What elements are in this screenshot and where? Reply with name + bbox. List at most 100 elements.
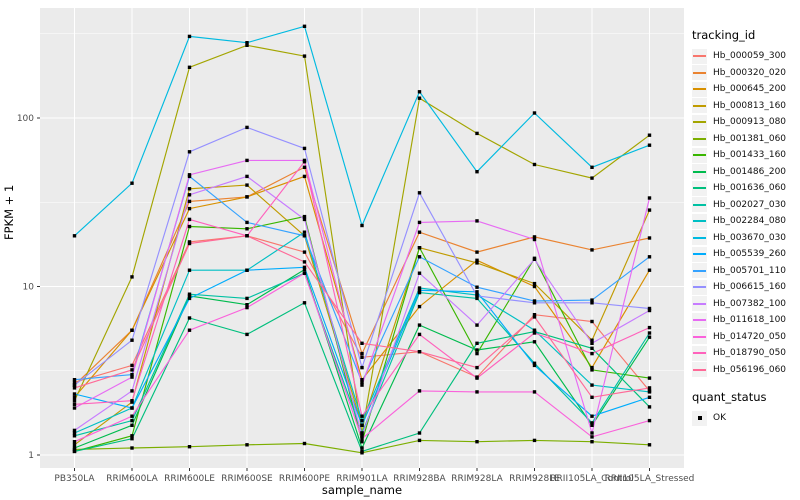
legend-key bbox=[692, 131, 707, 147]
legend-item: Hb_002027_030 bbox=[692, 197, 800, 214]
x-tick-label: PB350LA bbox=[54, 474, 95, 484]
legend-key bbox=[692, 48, 707, 64]
legend-item: Hb_000320_020 bbox=[692, 65, 800, 82]
data-point bbox=[187, 34, 192, 39]
data-point bbox=[647, 390, 652, 394]
legend-label: Hb_000320_020 bbox=[713, 67, 787, 78]
data-point bbox=[302, 267, 307, 272]
data-point bbox=[245, 296, 249, 301]
data-point bbox=[590, 435, 594, 439]
legend-line-swatch-icon bbox=[693, 302, 706, 305]
data-point bbox=[302, 160, 307, 164]
data-point bbox=[647, 208, 652, 212]
data-point bbox=[130, 338, 134, 342]
legend-key bbox=[692, 147, 707, 163]
legend-item: Hb_007382_100 bbox=[692, 296, 800, 313]
legend-line-swatch-icon bbox=[693, 154, 706, 157]
ok-square-marker-icon bbox=[697, 416, 702, 421]
data-point bbox=[532, 235, 537, 239]
data-point bbox=[417, 271, 422, 275]
data-point bbox=[647, 418, 652, 423]
data-point bbox=[532, 313, 537, 317]
legend-label: Hb_003670_030 bbox=[713, 232, 787, 243]
data-point bbox=[532, 328, 537, 332]
data-point bbox=[302, 174, 307, 179]
data-point bbox=[360, 365, 364, 370]
data-point bbox=[187, 241, 192, 246]
data-point bbox=[72, 431, 77, 435]
data-point bbox=[417, 350, 422, 354]
legend-line-swatch-icon bbox=[693, 121, 706, 124]
data-point bbox=[187, 296, 192, 301]
data-point bbox=[417, 230, 422, 234]
data-point bbox=[417, 286, 422, 290]
data-point bbox=[187, 445, 192, 449]
data-point bbox=[302, 54, 307, 58]
legend-key bbox=[692, 114, 707, 130]
data-point bbox=[72, 434, 77, 438]
data-point bbox=[475, 261, 479, 265]
x-tick-label: RRII105LA_Control bbox=[550, 474, 633, 484]
data-point bbox=[647, 325, 652, 330]
data-point bbox=[647, 376, 652, 380]
legend-key bbox=[692, 180, 707, 196]
data-point bbox=[360, 434, 364, 438]
data-point bbox=[532, 284, 537, 289]
data-point bbox=[72, 383, 77, 387]
legend-item: Hb_014720_050 bbox=[692, 329, 800, 346]
data-point bbox=[245, 174, 249, 179]
data-point bbox=[475, 348, 479, 352]
data-point bbox=[72, 380, 77, 384]
data-point bbox=[245, 227, 249, 231]
data-point bbox=[245, 125, 249, 130]
data-point bbox=[72, 440, 77, 444]
data-point bbox=[302, 301, 307, 305]
x-axis-title: sample_name bbox=[321, 483, 403, 497]
legend-label: Hb_006615_160 bbox=[713, 282, 787, 293]
legend-label: Hb_000813_160 bbox=[713, 100, 787, 111]
shape-legend-item: OK bbox=[692, 410, 800, 427]
data-point bbox=[647, 443, 652, 447]
data-point bbox=[590, 414, 594, 418]
legend-key bbox=[692, 213, 707, 229]
data-point bbox=[532, 331, 537, 335]
data-point bbox=[360, 446, 364, 450]
y-axis-title: FPKM + 1 bbox=[2, 184, 16, 240]
data-point bbox=[72, 378, 77, 382]
legend-label: Hb_000059_300 bbox=[713, 51, 787, 62]
data-point bbox=[302, 441, 307, 446]
data-point bbox=[590, 423, 594, 427]
legend-key bbox=[692, 279, 707, 295]
legend-line-swatch-icon bbox=[693, 88, 706, 91]
data-point bbox=[590, 383, 594, 387]
legend-key bbox=[692, 98, 707, 114]
data-point bbox=[417, 304, 422, 309]
data-point bbox=[245, 158, 249, 163]
legend-item: Hb_001636_060 bbox=[692, 180, 800, 197]
data-point bbox=[187, 206, 192, 211]
legend-item: Hb_001486_200 bbox=[692, 164, 800, 181]
data-point bbox=[130, 328, 134, 332]
data-point bbox=[647, 143, 652, 147]
legend-label: Hb_005539_260 bbox=[713, 249, 787, 260]
legend-item: Hb_000059_300 bbox=[692, 48, 800, 65]
data-point bbox=[72, 402, 77, 406]
legend-label: Hb_014720_050 bbox=[713, 331, 787, 342]
data-point bbox=[302, 250, 307, 254]
data-point bbox=[532, 340, 537, 344]
data-point bbox=[130, 418, 134, 423]
legend-items: Hb_000059_300 Hb_000320_020 Hb_000645_200 H… bbox=[692, 48, 800, 378]
data-point bbox=[245, 303, 249, 307]
data-point bbox=[130, 414, 134, 418]
legend-line-swatch-icon bbox=[693, 253, 706, 256]
data-point bbox=[360, 414, 364, 418]
data-point bbox=[532, 257, 537, 261]
y-tick-label: 1 bbox=[28, 451, 34, 461]
data-point bbox=[647, 331, 652, 335]
x-tick-label: RRIM928LA bbox=[451, 474, 503, 484]
data-point bbox=[532, 281, 537, 286]
data-point bbox=[187, 173, 192, 177]
data-point bbox=[245, 305, 249, 310]
legend-title: tracking_id bbox=[692, 28, 756, 42]
